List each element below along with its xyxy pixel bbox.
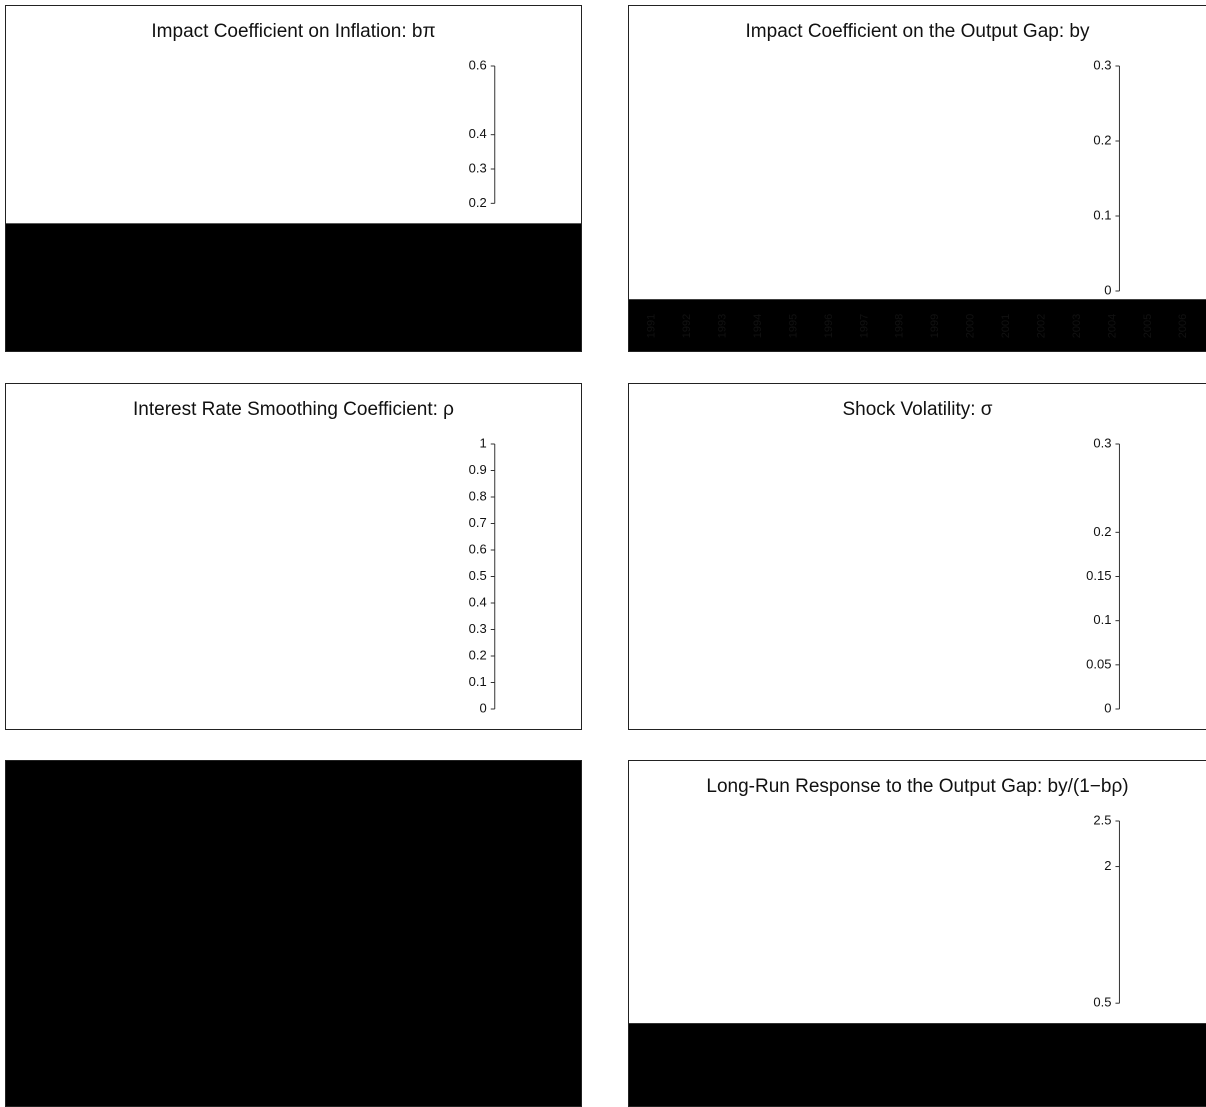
- y-tick-label: 0.1: [1093, 207, 1111, 222]
- x-tick-label: 2001: [1000, 314, 1012, 338]
- y-tick-label: 1: [480, 435, 487, 450]
- y-tick-label: 0.4: [469, 126, 487, 141]
- y-tick-label: 0.15: [1086, 568, 1111, 583]
- dark-region: [6, 223, 581, 351]
- y-tick-label: 0.1: [1093, 612, 1111, 627]
- chart-panel: Interest Rate Smoothing Coefficient: ρ 0 0…: [5, 383, 582, 730]
- x-tick-label: 1994: [752, 314, 764, 338]
- y-tick-label: 0.3: [1093, 57, 1111, 72]
- chart-title: Interest Rate Smoothing Coefficient: ρ: [133, 399, 454, 420]
- chart: Shock Volatility: σ 0 0.05 0.1 0.15 0.2 0.3: [842, 399, 1120, 715]
- chart-title: Impact Coefficient on Inflation: bπ: [151, 21, 435, 42]
- chart: Interest Rate Smoothing Coefficient: ρ 0 0…: [133, 399, 496, 715]
- x-tick-label: 1997: [858, 314, 870, 338]
- y-tick-label: 0.4: [469, 594, 487, 609]
- x-tick-label: 2003: [1071, 314, 1083, 338]
- y-tick-label: 0.8: [469, 488, 487, 503]
- chart-title: Impact Coefficient on the Output Gap: by: [746, 21, 1090, 42]
- y-tick-label: 0.3: [1093, 435, 1111, 450]
- chart: Impact Coefficient on Inflation: bπ 0.2 0.…: [6, 21, 581, 351]
- chart: Impact Coefficient on the Output Gap: by…: [629, 21, 1206, 351]
- y-tick-label: 2: [1104, 858, 1111, 873]
- y-tick-label: 0.5: [469, 568, 487, 583]
- x-tick-label: 2004: [1106, 314, 1118, 338]
- chart-panel: Impact Coefficient on the Output Gap: by…: [628, 5, 1206, 352]
- dark-region: [629, 1023, 1206, 1106]
- y-tick-label: 0: [1104, 282, 1111, 297]
- y-tick-label: 0.2: [1093, 132, 1111, 147]
- y-tick-label: 0.7: [469, 515, 487, 530]
- y-tick-label: 0.2: [469, 195, 487, 210]
- x-tick-label: 1995: [787, 314, 799, 338]
- chart-panel: Shock Volatility: σ 0 0.05 0.1 0.15 0.2 0.3: [628, 383, 1206, 730]
- x-tick-label: 1992: [681, 314, 693, 338]
- x-tick-label: 1991: [646, 314, 658, 338]
- x-tick-label: 1998: [894, 314, 906, 338]
- chart-panel: Impact Coefficient on Inflation: bπ 0.2 0.…: [5, 5, 582, 352]
- chart: Long-Run Response to the Output Gap: by/…: [629, 776, 1206, 1106]
- chart-title: Long-Run Response to the Output Gap: by/…: [706, 776, 1128, 797]
- x-tick-label: 1999: [929, 314, 941, 338]
- chart: [6, 761, 581, 1106]
- x-tick-label: 1993: [717, 314, 729, 338]
- y-tick-label: 0: [480, 700, 487, 715]
- y-tick-label: 0.2: [469, 647, 487, 662]
- x-tick-label: 2002: [1035, 314, 1047, 338]
- y-tick-label: 0.6: [469, 541, 487, 556]
- x-tick-label: 2000: [965, 314, 977, 338]
- y-tick-label: 0.3: [469, 160, 487, 175]
- y-tick-label: 0.2: [1093, 524, 1111, 539]
- x-tick-label: 2005: [1142, 314, 1154, 338]
- y-tick-label: 0.1: [469, 674, 487, 689]
- y-tick-label: 0.6: [469, 57, 487, 72]
- x-tick-label: 1996: [823, 314, 835, 338]
- dark-region: [629, 299, 1206, 351]
- y-tick-label: 0.05: [1086, 656, 1111, 671]
- chart-panel: [5, 760, 582, 1107]
- dark-region: [6, 761, 581, 1106]
- y-tick-label: 0.5: [1093, 995, 1111, 1010]
- x-tick-label: 2006: [1177, 314, 1189, 338]
- y-tick-label: 0.3: [469, 621, 487, 636]
- y-tick-label: 0.9: [469, 462, 487, 477]
- chart-title: Shock Volatility: σ: [842, 399, 992, 420]
- y-tick-label: 2.5: [1093, 812, 1111, 827]
- y-tick-label: 0: [1104, 700, 1111, 715]
- chart-panel: Long-Run Response to the Output Gap: by/…: [628, 760, 1206, 1107]
